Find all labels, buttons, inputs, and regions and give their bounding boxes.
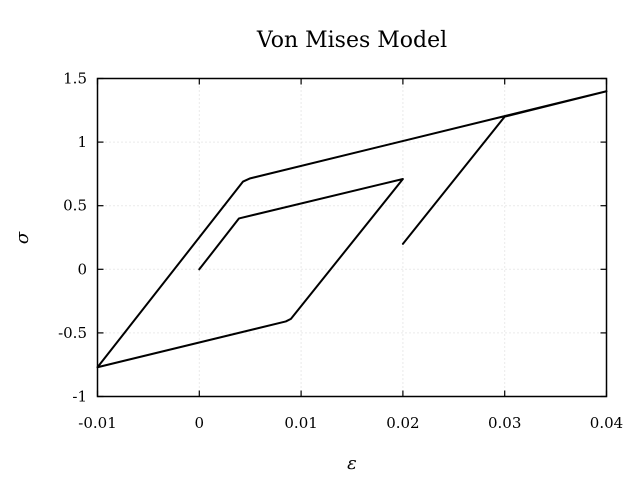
y-tick-label: 1 <box>77 133 87 151</box>
x-tick-label: 0.01 <box>284 414 317 432</box>
x-tick-label: -0.01 <box>78 414 116 432</box>
x-axis-label: ε <box>347 453 357 474</box>
chart-title: Von Mises Model <box>256 28 447 53</box>
plot-area <box>96 90 608 369</box>
x-tick-label: 0.03 <box>488 414 521 432</box>
grid-lines <box>97 78 607 397</box>
y-axis-label: σ <box>12 231 33 244</box>
y-tick-label: 0 <box>77 260 87 278</box>
x-tick-label: 0.04 <box>590 414 623 432</box>
y-tick-label: 0.5 <box>63 197 87 215</box>
series-line-stress-strain <box>96 90 608 369</box>
y-tick-label: 1.5 <box>63 70 87 88</box>
axis-ticks: -0.01 0 0.01 0.02 0.03 0.04 -1 -0.5 0 0.5 1 1.5 <box>58 70 623 433</box>
y-tick-label: -1 <box>72 388 87 406</box>
x-tick-label: 0.02 <box>386 414 419 432</box>
x-tick-label: 0 <box>195 414 205 432</box>
plot-frame <box>96 77 608 398</box>
y-tick-label: -0.5 <box>58 324 87 342</box>
